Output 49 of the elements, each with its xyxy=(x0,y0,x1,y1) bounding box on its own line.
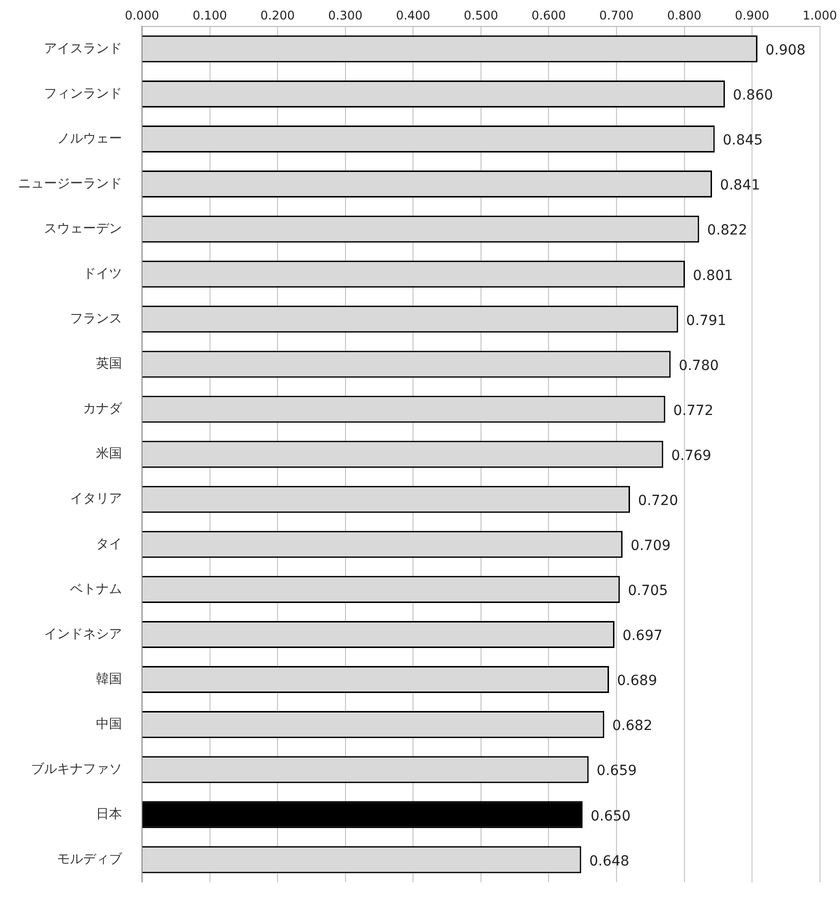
x-tick-label: 0.400 xyxy=(396,8,430,22)
data-label: 0.709 xyxy=(630,538,671,554)
data-label: 0.705 xyxy=(628,583,668,600)
data-label: 0.845 xyxy=(722,132,763,149)
y-tick-label: 中国 xyxy=(96,716,122,732)
y-tick-label: 米国 xyxy=(96,446,122,462)
data-label: 0.841 xyxy=(720,178,760,194)
x-tick-label: 0.300 xyxy=(328,8,363,22)
y-tick-label: フィンランド xyxy=(44,86,122,102)
y-tick-label: モルディブ xyxy=(57,852,123,868)
data-label: 0.801 xyxy=(692,268,734,284)
data-label: 0.822 xyxy=(707,222,748,239)
y-tick-label: ノルウェー xyxy=(57,131,122,146)
y-tick-label: 日本 xyxy=(96,807,122,822)
x-tick-label: 0.500 xyxy=(464,8,498,22)
y-tick-label: アイスランド xyxy=(44,41,122,56)
y-tick-label: インドネシア xyxy=(44,626,122,642)
y-tick-label: ドイツ xyxy=(83,266,122,282)
y-tick-label: ニュージーランド xyxy=(18,176,122,192)
data-label: 0.682 xyxy=(612,718,652,734)
x-tick-label: 0.600 xyxy=(532,8,566,22)
x-tick-label: 0.800 xyxy=(667,8,702,22)
data-label: 0.648 xyxy=(589,853,630,870)
x-tick-label: 0.100 xyxy=(192,8,227,22)
y-tick-label: ブルキナファソ xyxy=(31,762,122,777)
data-label: 0.791 xyxy=(686,312,726,329)
data-label: 0.659 xyxy=(596,763,637,780)
y-tick-label: 韓国 xyxy=(96,672,122,687)
data-label: 0.860 xyxy=(732,88,774,104)
data-label: 0.697 xyxy=(622,628,663,644)
data-label: 0.908 xyxy=(765,42,806,59)
y-tick-label: イタリア xyxy=(70,492,122,507)
data-label: 0.769 xyxy=(671,448,712,464)
y-tick-label: カナダ xyxy=(83,402,123,417)
y-tick-label: 英国 xyxy=(96,356,122,372)
x-tick-label: 0.700 xyxy=(599,8,634,22)
y-tick-label: スウェーデン xyxy=(44,221,122,236)
y-tick-label: タイ xyxy=(96,536,122,552)
y-tick-label: フランス xyxy=(70,312,122,327)
data-label: 0.689 xyxy=(617,673,658,690)
data-label: 0.650 xyxy=(590,808,631,824)
x-tick-label: 0.200 xyxy=(260,8,295,22)
x-tick-label: 0.900 xyxy=(734,8,770,22)
data-label: 0.720 xyxy=(638,492,678,509)
x-tick-label: 0.000 xyxy=(124,8,160,22)
x-tick-label: 1.000 xyxy=(802,8,838,22)
data-label: 0.780 xyxy=(678,358,719,374)
y-tick-label: ベトナム xyxy=(70,582,122,597)
data-label: 0.772 xyxy=(673,402,714,419)
